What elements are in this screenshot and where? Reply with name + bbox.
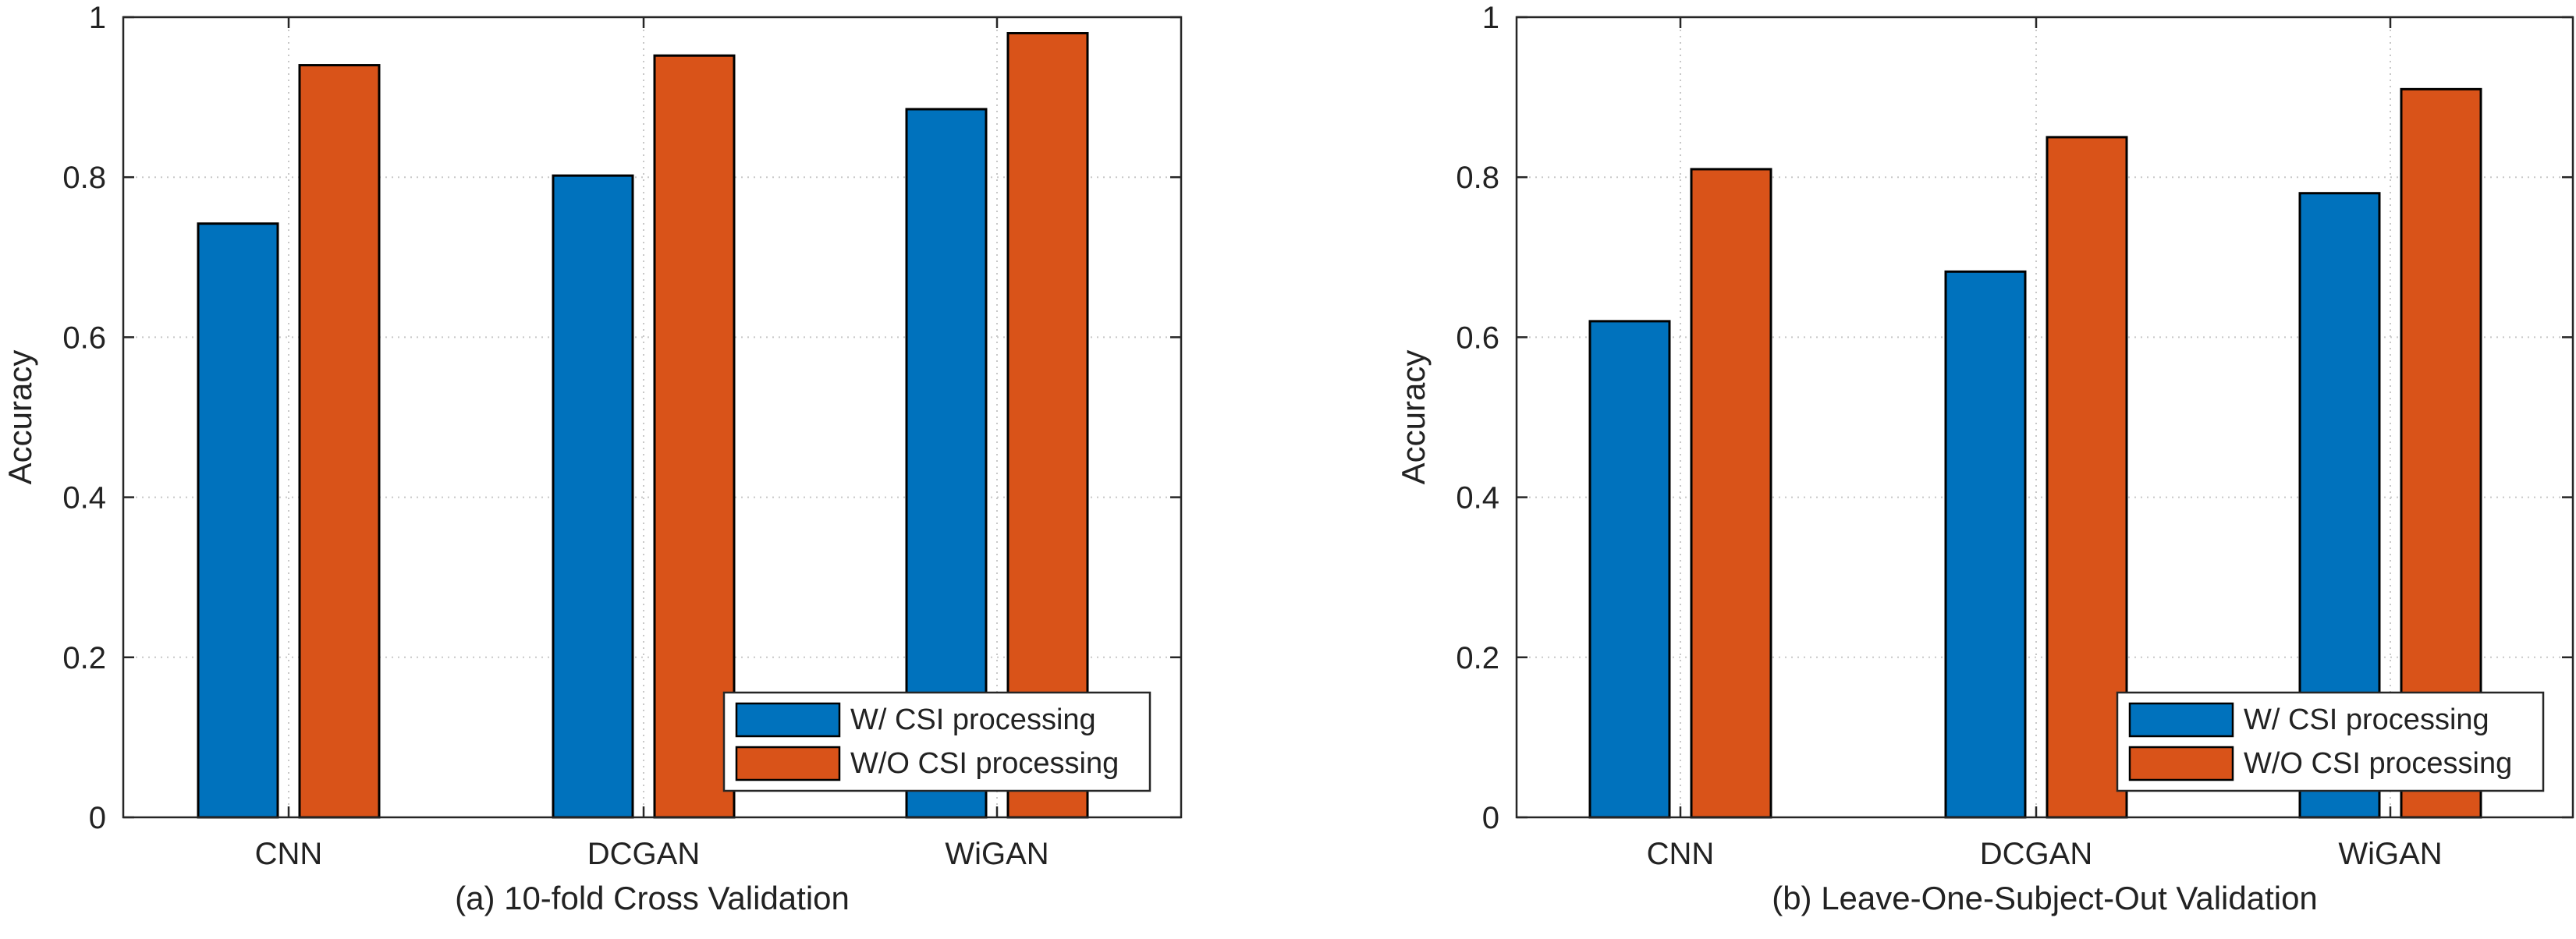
y-tick-label: 0.6 <box>1456 321 1499 355</box>
legend-label-series-1: W/ CSI processing <box>850 703 1096 736</box>
bar-dcgan-series-2 <box>2046 136 2128 819</box>
legend-label-series-2: W/O CSI processing <box>850 747 1119 780</box>
legend-label-series-2: W/O CSI processing <box>2244 747 2512 780</box>
subplot-b: 0 0.2 0.4 0.6 0.8 1 CNN DCGAN WiGAN Accuracy (b) L… <box>1395 1 2574 916</box>
bar-cnn-series-2 <box>1690 168 1772 819</box>
axes-box <box>122 16 1183 819</box>
legend: W/ CSI processing W/O CSI processing <box>722 691 1151 792</box>
subplot-caption: (b) Leave-One-Subject-Out Validation <box>1772 880 2318 916</box>
legend: W/ CSI processing W/O CSI processing <box>2116 691 2545 792</box>
y-tick-label: 0 <box>1482 801 1499 835</box>
y-axis-label: Accuracy <box>1395 350 1432 485</box>
legend-swatch-series-1 <box>735 702 841 738</box>
y-tick-label: 0.2 <box>1456 641 1499 675</box>
bar-cnn-series-1 <box>197 222 279 819</box>
bar-dcgan-series-2 <box>653 54 736 819</box>
y-tick-label: 0.8 <box>62 161 106 195</box>
y-axis-label: Accuracy <box>2 350 38 485</box>
y-tick-label: 0.4 <box>1456 481 1499 516</box>
axes-box <box>1515 16 2574 819</box>
y-tick-label: 0.8 <box>1456 161 1499 195</box>
bar-dcgan-series-1 <box>1944 270 2027 819</box>
legend-swatch-series-2 <box>2128 746 2234 781</box>
x-category-label: WiGAN <box>945 837 1048 871</box>
y-tick-label: 0.2 <box>62 641 106 675</box>
y-tick-label: 1 <box>89 1 106 35</box>
bar-cnn-series-2 <box>298 64 381 819</box>
legend-label-series-1: W/ CSI processing <box>2244 703 2489 736</box>
legend-swatch-series-2 <box>735 746 841 781</box>
subplot-a: 0 0.2 0.4 0.6 0.8 1 CNN DCGAN WiGAN Accuracy (a) 1… <box>2 1 1183 916</box>
x-category-label: WiGAN <box>2338 837 2442 871</box>
x-category-label: CNN <box>255 837 323 871</box>
x-category-label: CNN <box>1647 837 1715 871</box>
y-tick-label: 0.4 <box>62 481 106 516</box>
x-category-label: DCGAN <box>587 837 700 871</box>
y-tick-label: 0.6 <box>62 321 106 355</box>
y-tick-label: 1 <box>1482 1 1499 35</box>
bar-cnn-series-1 <box>1588 320 1671 819</box>
bar-dcgan-series-1 <box>552 174 634 819</box>
y-tick-label: 0 <box>89 801 106 835</box>
x-category-label: DCGAN <box>1980 837 2092 871</box>
subplot-caption: (a) 10-fold Cross Validation <box>455 880 850 916</box>
bar-wigan-series-2 <box>1006 32 1089 819</box>
legend-swatch-series-1 <box>2128 702 2234 738</box>
